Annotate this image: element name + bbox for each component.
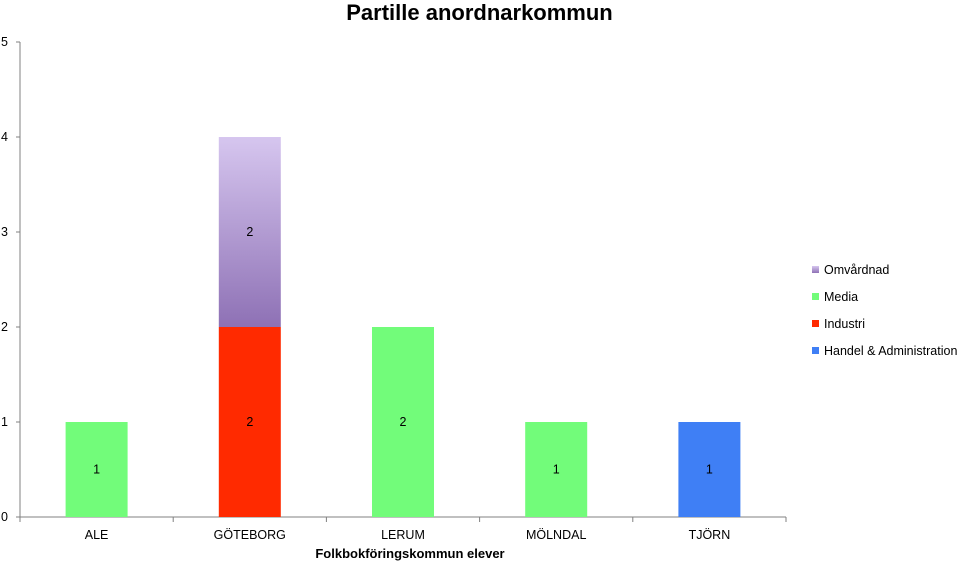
bar-segment — [218, 137, 281, 327]
x-tick-label: MÖLNDAL — [526, 528, 586, 542]
bar-segment — [372, 327, 434, 517]
data-labels: 1 2 2 2 1 1 — [93, 225, 713, 477]
legend-swatch — [812, 266, 819, 273]
x-tick-label: GÖTEBORG — [214, 528, 286, 542]
legend-label: Handel & Administration — [824, 343, 958, 358]
legend-item: Industri — [812, 310, 957, 337]
bar-value-label: 1 — [706, 463, 713, 477]
x-tick-label: TJÖRN — [689, 528, 731, 542]
y-tick-label: 1 — [1, 415, 8, 429]
legend: Omvårdnad Media Industri Handel & Administr… — [812, 256, 957, 364]
bars — [65, 137, 741, 517]
bar-value-label: 2 — [246, 415, 253, 429]
legend-swatch — [812, 293, 819, 300]
legend-label: Media — [824, 289, 859, 304]
y-tick-label: 5 — [1, 35, 8, 49]
legend-label: Omvårdnad — [824, 262, 890, 277]
x-tick-label: LERUM — [381, 528, 425, 542]
legend-item: Media — [812, 283, 957, 310]
x-axis-label: Folkbokföringskommun elever — [315, 546, 505, 561]
chart-title: Partille anordnarkommun — [346, 0, 613, 25]
y-tick-label: 4 — [1, 130, 8, 144]
legend-item: Omvårdnad — [812, 256, 957, 283]
y-tick-label: 2 — [1, 320, 8, 334]
bar-segment — [65, 422, 128, 517]
legend-swatch — [812, 347, 819, 354]
bar-value-label: 1 — [553, 463, 560, 477]
bar-segment — [525, 422, 588, 517]
x-tick-label: ALE — [85, 528, 109, 542]
bar-segment — [218, 327, 281, 517]
bar-value-label: 1 — [93, 463, 100, 477]
legend-label: Industri — [824, 316, 865, 331]
y-tick-label: 3 — [1, 225, 8, 239]
legend-item: Handel & Administration — [812, 337, 957, 364]
bar-value-label: 2 — [400, 415, 407, 429]
legend-swatch — [812, 320, 819, 327]
bar-segment — [678, 422, 741, 517]
bar-value-label: 2 — [246, 225, 253, 239]
y-tick-label: 0 — [1, 510, 8, 524]
